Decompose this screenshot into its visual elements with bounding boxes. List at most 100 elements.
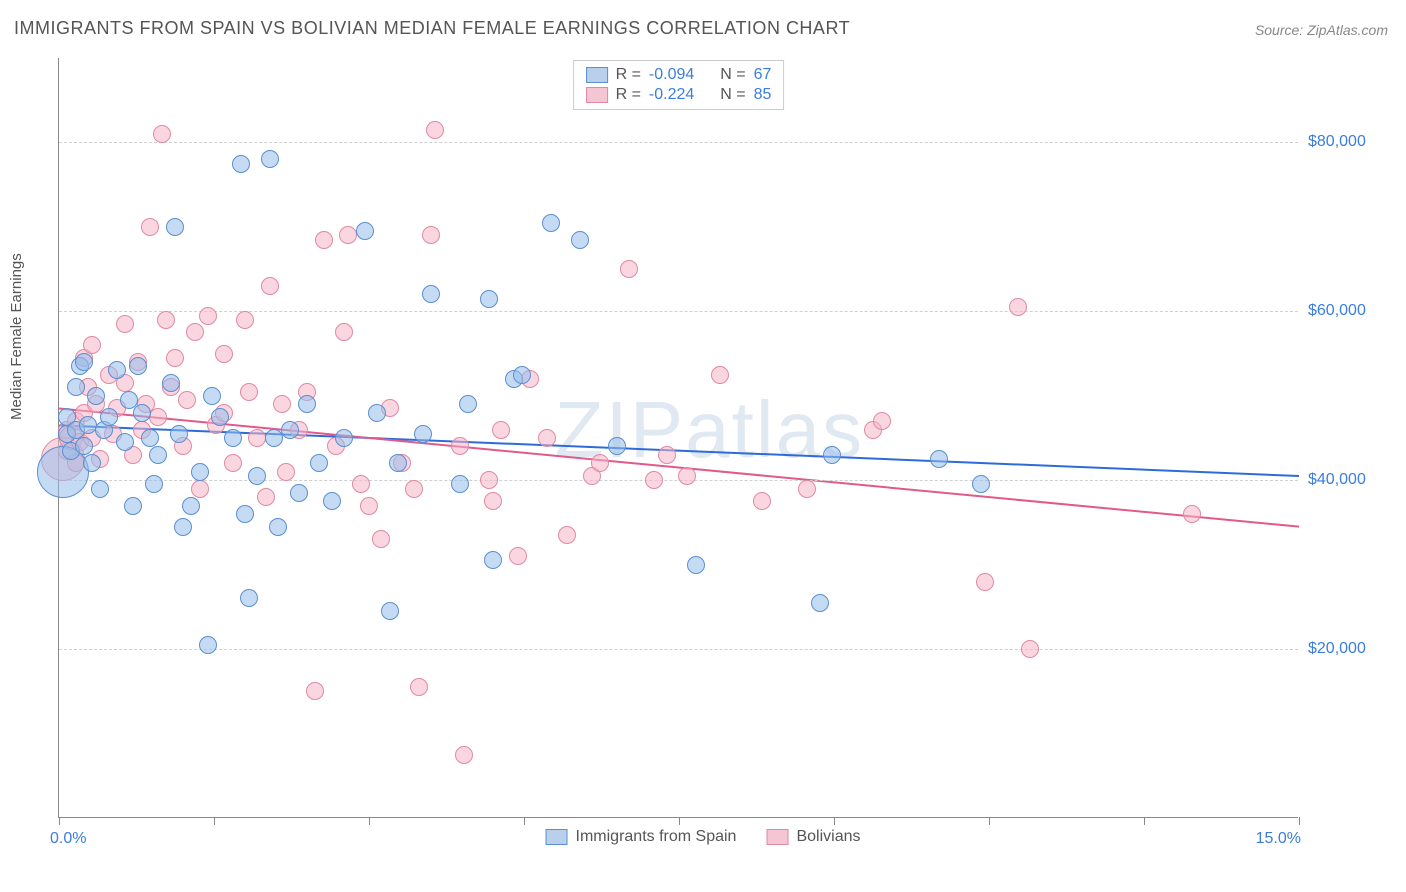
stat-value: 85 [754, 86, 772, 104]
scatter-point [480, 471, 498, 489]
scatter-point [414, 425, 432, 443]
scatter-point [166, 349, 184, 367]
scatter-point [79, 416, 97, 434]
scatter-point [509, 547, 527, 565]
x-tick [524, 817, 525, 825]
x-axis-max-label: 15.0% [1256, 830, 1301, 848]
scatter-point [339, 226, 357, 244]
scatter-point [129, 357, 147, 375]
scatter-point [455, 746, 473, 764]
scatter-point [149, 446, 167, 464]
scatter-point [620, 260, 638, 278]
scatter-point [141, 429, 159, 447]
scatter-point [211, 408, 229, 426]
scatter-point [558, 526, 576, 544]
scatter-point [157, 311, 175, 329]
stat-label: N = [720, 86, 745, 104]
scatter-point [240, 383, 258, 401]
scatter-point [178, 391, 196, 409]
y-tick-label: $60,000 [1308, 302, 1388, 320]
scatter-point [315, 231, 333, 249]
scatter-point [174, 518, 192, 536]
scatter-point [203, 387, 221, 405]
scatter-point [145, 475, 163, 493]
scatter-point [976, 573, 994, 591]
scatter-point [811, 594, 829, 612]
scatter-point [191, 480, 209, 498]
x-tick [214, 817, 215, 825]
scatter-point [261, 277, 279, 295]
stat-value: -0.094 [649, 66, 694, 84]
chart-title: IMMIGRANTS FROM SPAIN VS BOLIVIAN MEDIAN… [14, 18, 850, 39]
scatter-point [83, 336, 101, 354]
scatter-point [186, 323, 204, 341]
scatter-point [248, 429, 266, 447]
gridline [59, 142, 1298, 143]
scatter-point [248, 467, 266, 485]
scatter-point [91, 480, 109, 498]
x-tick [369, 817, 370, 825]
scatter-point [273, 395, 291, 413]
scatter-point [426, 121, 444, 139]
scatter-point [873, 412, 891, 430]
scatter-point [199, 307, 217, 325]
scatter-point [410, 678, 428, 696]
scatter-point [199, 636, 217, 654]
legend-swatch [546, 829, 568, 845]
scatter-point [116, 315, 134, 333]
scatter-point [451, 437, 469, 455]
scatter-point [236, 505, 254, 523]
scatter-point [265, 429, 283, 447]
scatter-point [591, 454, 609, 472]
scatter-point [124, 497, 142, 515]
scatter-point [422, 226, 440, 244]
scatter-point [484, 492, 502, 510]
legend-stat-row: R =-0.224N =85 [586, 85, 772, 105]
scatter-point [116, 433, 134, 451]
scatter-point [381, 602, 399, 620]
scatter-point [141, 218, 159, 236]
legend-stat-row: R =-0.094N =67 [586, 65, 772, 85]
scatter-point [162, 374, 180, 392]
correlation-legend: R =-0.094N =67R =-0.224N =85 [573, 60, 785, 110]
scatter-point [170, 425, 188, 443]
scatter-point [1021, 640, 1039, 658]
scatter-point [571, 231, 589, 249]
scatter-point [87, 387, 105, 405]
scatter-point [323, 492, 341, 510]
scatter-point [972, 475, 990, 493]
scatter-point [513, 366, 531, 384]
scatter-point [368, 404, 386, 422]
stat-label: R = [616, 86, 641, 104]
x-tick [834, 817, 835, 825]
scatter-point [372, 530, 390, 548]
scatter-point [149, 408, 167, 426]
scatter-point [459, 395, 477, 413]
y-tick-label: $40,000 [1308, 471, 1388, 489]
x-tick [59, 817, 60, 825]
scatter-point [823, 446, 841, 464]
stat-label: N = [720, 66, 745, 84]
gridline [59, 649, 1298, 650]
plot-area: ZIPatlas R =-0.094N =67R =-0.224N =85 $2… [58, 58, 1298, 818]
scatter-point [108, 361, 126, 379]
stat-value: 67 [754, 66, 772, 84]
scatter-point [182, 497, 200, 515]
scatter-point [422, 285, 440, 303]
legend-label: Bolivians [796, 828, 860, 846]
scatter-point [492, 421, 510, 439]
legend-label: Immigrants from Spain [576, 828, 737, 846]
scatter-point [281, 421, 299, 439]
x-tick [1299, 817, 1300, 825]
scatter-point [608, 437, 626, 455]
x-axis-min-label: 0.0% [50, 830, 86, 848]
scatter-point [215, 345, 233, 363]
scatter-point [360, 497, 378, 515]
scatter-point [538, 429, 556, 447]
scatter-point [335, 429, 353, 447]
scatter-point [290, 484, 308, 502]
scatter-point [451, 475, 469, 493]
y-axis-label: Median Female Earnings [8, 253, 25, 420]
legend-swatch [766, 829, 788, 845]
scatter-point [191, 463, 209, 481]
